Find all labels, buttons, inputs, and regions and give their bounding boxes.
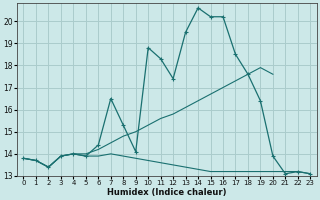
X-axis label: Humidex (Indice chaleur): Humidex (Indice chaleur) <box>107 188 227 197</box>
